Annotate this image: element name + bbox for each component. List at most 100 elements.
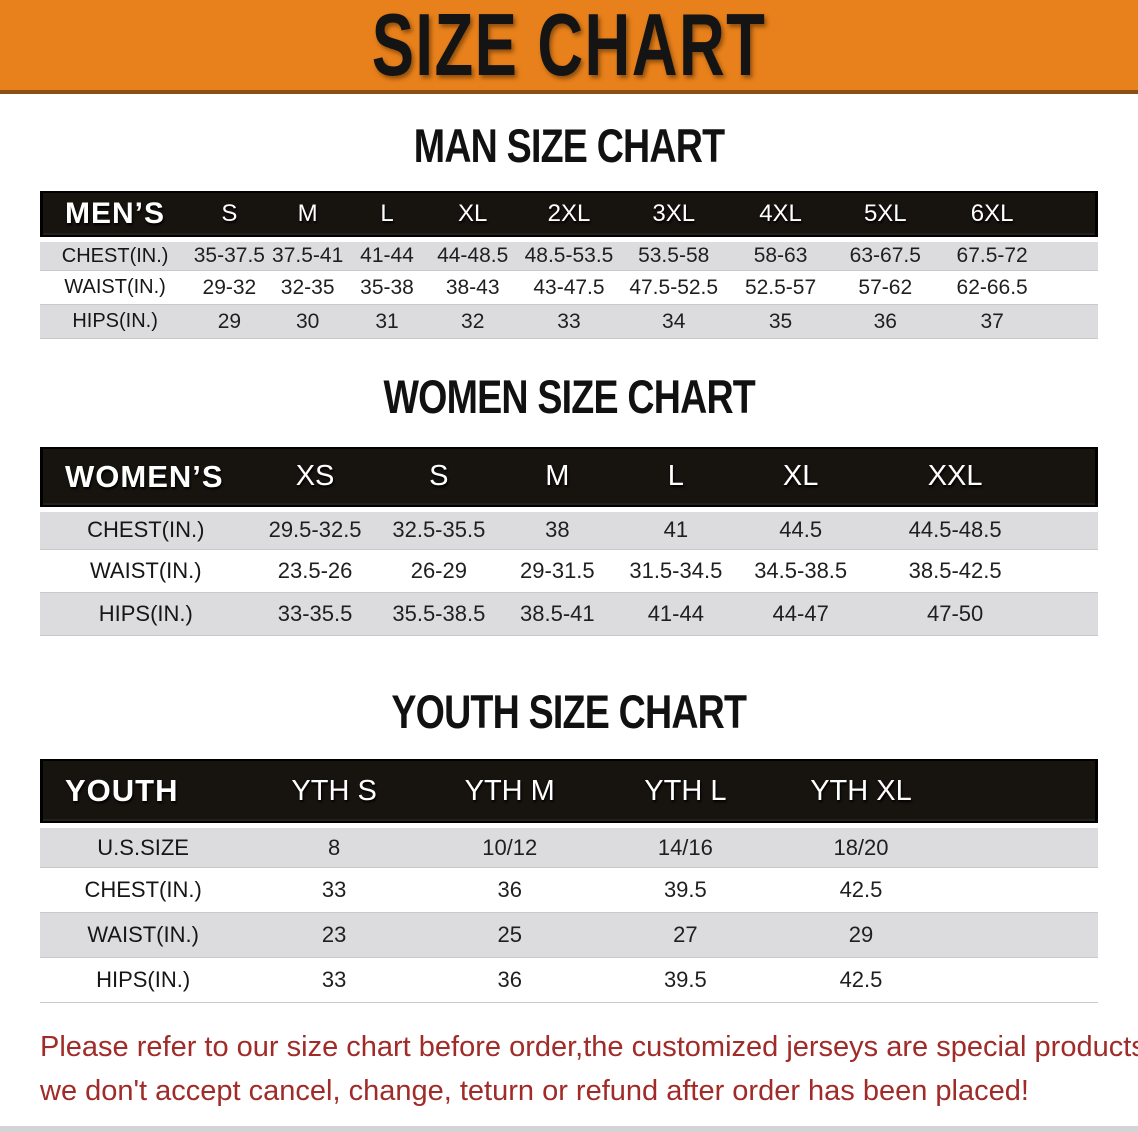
women-size-header: XL bbox=[736, 446, 866, 507]
size-cell: 32.5-35.5 bbox=[378, 506, 500, 550]
size-cell: 34.5-38.5 bbox=[736, 549, 866, 593]
row-label: WAIST(IN.) bbox=[40, 549, 252, 593]
spacer-cell bbox=[948, 868, 1098, 914]
men-waist-row: WAIST(IN.) 29-32 32-35 35-38 38-43 43-47… bbox=[40, 271, 1098, 306]
size-cell: 41-44 bbox=[346, 237, 428, 272]
row-label: U.S.SIZE bbox=[40, 823, 247, 869]
spacer-cell bbox=[948, 913, 1098, 959]
size-cell: 38 bbox=[499, 506, 616, 550]
size-cell: 44-48.5 bbox=[427, 237, 519, 272]
size-cell: 29 bbox=[773, 913, 949, 959]
size-cell: 34 bbox=[619, 305, 728, 340]
size-cell: 36 bbox=[421, 868, 598, 914]
size-cell: 23.5-26 bbox=[251, 549, 379, 593]
men-size-header: 2XL bbox=[518, 191, 620, 238]
women-section: WOMEN SIZE CHART WOMEN’S XS S M L XL XXL bbox=[0, 370, 1138, 636]
row-label: HIPS(IN.) bbox=[40, 592, 252, 636]
spacer-cell bbox=[948, 823, 1098, 869]
women-size-table: WOMEN’S XS S M L XL XXL CHEST(IN.) 29.5-… bbox=[40, 446, 1098, 636]
men-chest-row: CHEST(IN.) 35-37.5 37.5-41 41-44 44-48.5… bbox=[40, 237, 1098, 272]
men-header-row: MEN’S S M L XL 2XL 3XL 4XL 5XL 6XL bbox=[40, 191, 1098, 238]
size-cell: 25 bbox=[421, 913, 598, 959]
size-cell: 33 bbox=[518, 305, 620, 340]
men-size-table: MEN’S S M L XL 2XL 3XL 4XL 5XL 6XL CHEST… bbox=[40, 191, 1098, 340]
size-cell: 18/20 bbox=[773, 823, 949, 869]
size-cell: 23 bbox=[246, 913, 422, 959]
men-size-header: XL bbox=[427, 191, 519, 238]
row-label: CHEST(IN.) bbox=[40, 506, 252, 550]
size-cell: 38.5-41 bbox=[499, 592, 616, 636]
size-cell: 43-47.5 bbox=[518, 271, 620, 306]
men-header-spacer bbox=[1047, 191, 1098, 238]
size-cell: 62-66.5 bbox=[937, 271, 1048, 306]
size-cell: 33 bbox=[246, 868, 422, 914]
size-cell: 33-35.5 bbox=[251, 592, 379, 636]
size-cell: 41 bbox=[615, 506, 737, 550]
size-cell: 29.5-32.5 bbox=[251, 506, 379, 550]
youth-waist-row: WAIST(IN.) 23 25 27 29 bbox=[40, 913, 1098, 959]
youth-size-table: YOUTH YTH S YTH M YTH L YTH XL U.S.SIZE … bbox=[40, 759, 1098, 1004]
bottom-edge-strip bbox=[0, 1126, 1138, 1132]
women-size-header: XXL bbox=[865, 446, 1046, 507]
size-cell: 36 bbox=[421, 958, 598, 1004]
spacer-cell bbox=[1047, 271, 1098, 306]
youth-chest-row: CHEST(IN.) 33 36 39.5 42.5 bbox=[40, 868, 1098, 914]
spacer-cell bbox=[1045, 506, 1098, 550]
size-cell: 35-37.5 bbox=[190, 237, 269, 272]
size-cell: 47-50 bbox=[865, 592, 1046, 636]
size-cell: 57-62 bbox=[833, 271, 938, 306]
size-cell: 63-67.5 bbox=[833, 237, 938, 272]
size-cell: 52.5-57 bbox=[727, 271, 834, 306]
size-cell: 10/12 bbox=[421, 823, 598, 869]
size-cell: 36 bbox=[833, 305, 938, 340]
men-group-label: MEN’S bbox=[40, 191, 191, 238]
size-cell: 48.5-53.5 bbox=[518, 237, 620, 272]
size-cell: 37 bbox=[937, 305, 1048, 340]
men-section-heading: MAN SIZE CHART bbox=[413, 119, 725, 172]
women-chest-row: CHEST(IN.) 29.5-32.5 32.5-35.5 38 41 44.… bbox=[40, 506, 1098, 550]
women-group-label: WOMEN’S bbox=[40, 446, 252, 507]
youth-size-header: YTH L bbox=[597, 759, 774, 824]
size-cell: 41-44 bbox=[615, 592, 737, 636]
youth-size-header: YTH S bbox=[246, 759, 422, 824]
size-cell: 35.5-38.5 bbox=[378, 592, 500, 636]
size-cell: 44.5 bbox=[736, 506, 866, 550]
women-header-spacer bbox=[1045, 446, 1098, 507]
size-cell: 44.5-48.5 bbox=[865, 506, 1046, 550]
youth-header-row: YOUTH YTH S YTH M YTH L YTH XL bbox=[40, 759, 1098, 824]
size-cell: 32-35 bbox=[268, 271, 347, 306]
notice-line-1: Please refer to our size chart before or… bbox=[40, 1031, 1138, 1064]
men-size-header: S bbox=[190, 191, 269, 238]
women-size-header: M bbox=[499, 446, 616, 507]
women-hips-row: HIPS(IN.) 33-35.5 35.5-38.5 38.5-41 41-4… bbox=[40, 592, 1098, 636]
women-size-header: S bbox=[378, 446, 500, 507]
notice-line-2: we don't accept cancel, change, teturn o… bbox=[40, 1075, 1029, 1108]
women-size-header: XS bbox=[251, 446, 379, 507]
size-cell: 29-31.5 bbox=[499, 549, 616, 593]
women-header-row: WOMEN’S XS S M L XL XXL bbox=[40, 446, 1098, 507]
size-cell: 30 bbox=[268, 305, 347, 340]
men-size-header: L bbox=[346, 191, 428, 238]
men-size-header: 6XL bbox=[937, 191, 1048, 238]
size-cell: 37.5-41 bbox=[268, 237, 347, 272]
men-size-header: 4XL bbox=[727, 191, 834, 238]
size-cell: 35-38 bbox=[346, 271, 428, 306]
size-cell: 33 bbox=[246, 958, 422, 1004]
youth-hips-row: HIPS(IN.) 33 36 39.5 42.5 bbox=[40, 958, 1098, 1004]
row-label: HIPS(IN.) bbox=[40, 305, 191, 340]
row-label: WAIST(IN.) bbox=[40, 271, 191, 306]
men-size-header: M bbox=[268, 191, 347, 238]
size-cell: 42.5 bbox=[773, 868, 949, 914]
spacer-cell bbox=[1047, 237, 1098, 272]
banner: SIZE CHART bbox=[0, 0, 1138, 94]
youth-size-header: YTH M bbox=[421, 759, 598, 824]
size-cell: 14/16 bbox=[597, 823, 774, 869]
spacer-cell bbox=[1045, 549, 1098, 593]
spacer-cell bbox=[948, 958, 1098, 1004]
size-cell: 47.5-52.5 bbox=[619, 271, 728, 306]
spacer-cell bbox=[1045, 592, 1098, 636]
women-section-heading: WOMEN SIZE CHART bbox=[383, 370, 755, 424]
size-cell: 42.5 bbox=[773, 958, 949, 1004]
youth-size-header: YTH XL bbox=[773, 759, 949, 824]
youth-group-label: YOUTH bbox=[40, 759, 247, 824]
